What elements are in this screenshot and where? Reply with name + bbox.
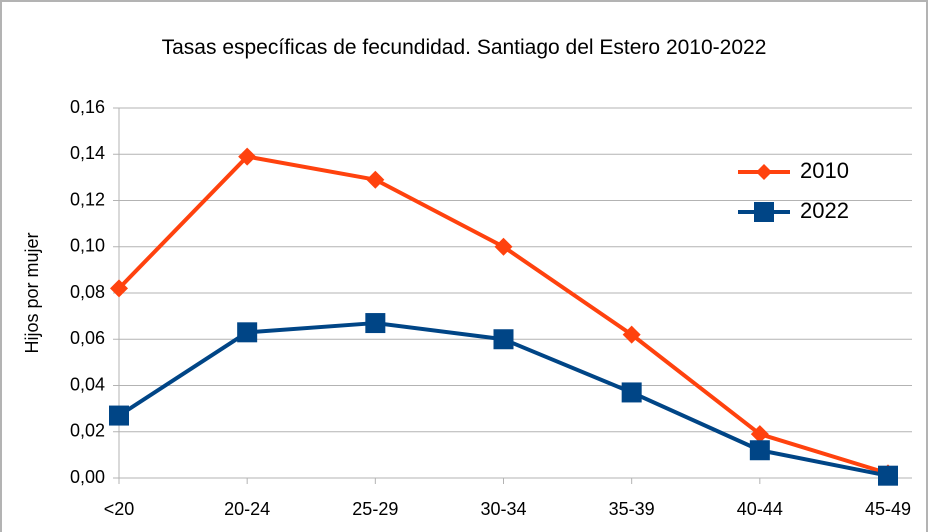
legend-label: 2010 xyxy=(800,158,849,183)
marker xyxy=(365,313,386,334)
legend-marker xyxy=(754,202,774,222)
marker xyxy=(110,279,128,298)
y-tick-label: 0,16 xyxy=(70,97,105,117)
x-tick-label: 25-29 xyxy=(352,499,398,519)
y-tick-label: 0,04 xyxy=(70,374,105,394)
x-tick-label: 45-49 xyxy=(865,499,911,519)
y-tick-label: 0,02 xyxy=(70,421,105,441)
marker xyxy=(238,147,257,166)
x-tick-label: 20-24 xyxy=(224,499,270,519)
legend-label: 2022 xyxy=(800,198,849,223)
marker xyxy=(622,325,641,344)
y-tick-label: 0,08 xyxy=(70,282,105,302)
y-tick-label: 0,00 xyxy=(70,467,105,487)
y-tick-label: 0,10 xyxy=(70,236,105,256)
x-tick-label: <20 xyxy=(104,499,135,519)
marker xyxy=(366,170,385,189)
marker xyxy=(750,425,769,444)
legend-marker xyxy=(756,164,772,180)
marker xyxy=(237,322,258,343)
y-tick-label: 0,12 xyxy=(70,189,105,209)
marker xyxy=(749,440,770,461)
y-axis-label: Hijos por mujer xyxy=(22,232,42,353)
y-tick-label: 0,06 xyxy=(70,328,105,348)
marker xyxy=(621,382,642,403)
chart-title: Tasas específicas de fecundidad. Santiag… xyxy=(161,36,767,59)
x-tick-label: 30-34 xyxy=(480,499,526,519)
marker xyxy=(494,237,513,256)
marker xyxy=(493,329,514,350)
y-tick-label: 0,14 xyxy=(70,143,105,163)
x-tick-label: 40-44 xyxy=(737,499,783,519)
x-tick-label: 35-39 xyxy=(609,499,655,519)
marker xyxy=(878,465,898,486)
marker xyxy=(109,405,129,426)
